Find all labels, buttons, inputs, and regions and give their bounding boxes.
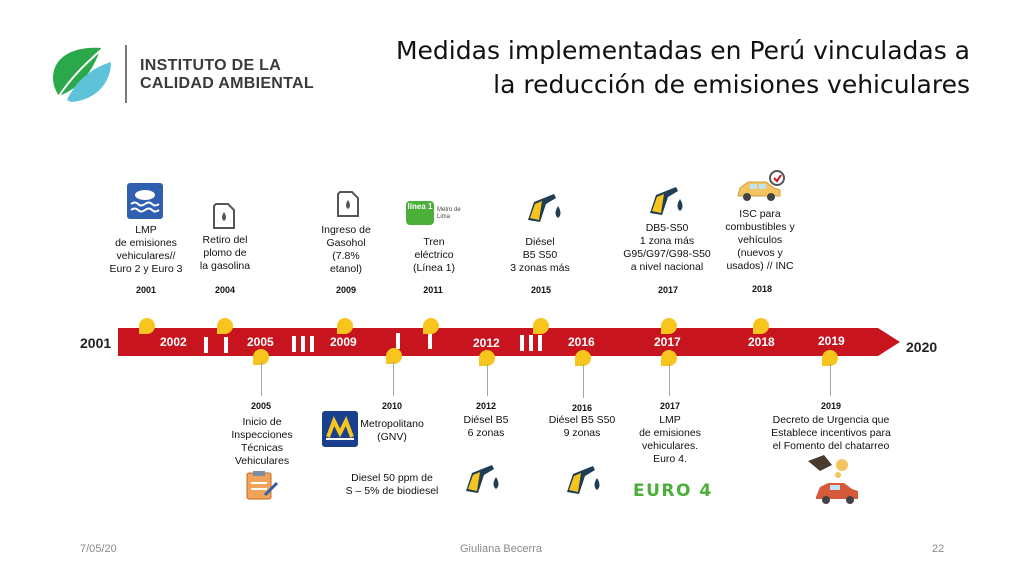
event-year: 2010 [381,401,403,411]
event-text: ISC para combustibles y vehículos (nuevo… [725,208,795,272]
inspection-clipboard-icon [246,471,279,500]
connector-line [669,364,670,396]
logo-separator [125,45,127,103]
band-year-2005: 2005 [247,335,274,349]
band-tick [520,335,524,351]
linea1-logo-sub: Metro de Lima [437,207,461,220]
footer-author: Giuliana Becerra [460,543,542,555]
event-text: Diésel B5 S50 3 zonas más [510,236,570,274]
euro4-badge: EURO 4 [633,481,713,501]
event-text-secondary: Diesel 50 ppm de S – 5% de biodiesel [345,472,439,497]
title-line2: la reducción de emisiones vehiculares [493,70,970,99]
band-tick [538,335,542,351]
event-text: Ingreso de Gasohol (7.8% etanol) [321,224,371,275]
band-year-2019: 2019 [818,334,845,348]
event-text: Retiro del plomo de la gasolina [199,234,251,272]
event-year: 2017 [659,401,681,411]
timeline-band [118,328,900,356]
metropolitano-logo [322,411,358,447]
event-text: LMP de emisiones vehiculares. Euro 4. [639,414,701,465]
event-year: 2015 [530,285,552,295]
timeline-marker [423,318,439,334]
event-year: 2001 [135,285,157,295]
band-tick [292,336,296,352]
timeline-marker [753,318,769,334]
event-year: 2004 [214,285,236,295]
timeline-marker [337,318,353,334]
linea1-logo: línea 1 Metro de Lima [406,201,474,227]
band-year-2009: 2009 [330,335,357,349]
car-icon [737,170,785,201]
logo-line2: CALIDAD AMBIENTAL [140,75,314,92]
event-text: Tren eléctrico (Línea 1) [412,236,456,274]
fuel-can-icon [337,191,359,217]
event-text: Diésel B5 6 zonas [463,414,509,439]
timeline-marker [253,349,269,365]
band-year-2017: 2017 [654,335,681,349]
car-incentive-icon [808,455,858,504]
event-year: 2019 [820,401,842,411]
band-year-2018: 2018 [748,335,775,349]
event-year: 2018 [751,284,773,294]
ica-logo-leaf-icon [53,47,111,102]
timeline-start-year: 2001 [80,335,112,351]
timeline-marker [533,318,549,334]
timeline-marker [575,350,591,366]
fuel-nozzle-icon [567,466,600,494]
event-text: DB5-S50 1 zona más G95/G97/G98-S50 a niv… [623,222,711,273]
event-year: 2017 [657,285,679,295]
event-year: 2016 [571,403,593,413]
band-tick [310,336,314,352]
metropolitano-logo-mark [326,416,354,440]
timeline-marker [661,318,677,334]
fuel-nozzle-icon [650,187,683,215]
event-text: Decreto de Urgencia que Establece incent… [771,414,891,452]
timeline-marker [217,318,233,334]
logo-line1: INSTITUTO DE LA [140,57,282,74]
water-waves-icon [127,183,163,219]
connector-line [487,364,488,396]
logo-text: INSTITUTO DE LA CALIDAD AMBIENTAL [140,57,314,93]
fuel-nozzle-icon [528,194,561,222]
connector-line [830,364,831,396]
event-text: LMP de emisiones vehiculares// Euro 2 y … [109,224,183,275]
band-tick [204,337,208,353]
timeline-marker [661,350,677,366]
fuel-can-icon [213,203,235,229]
band-year-2012: 2012 [473,336,500,350]
timeline-marker [386,348,402,364]
timeline-end-year: 2020 [906,339,938,355]
connector-line [393,362,394,396]
timeline-marker [822,350,838,366]
timeline-marker [139,318,155,334]
event-text: Inicio de Inspecciones Técnicas Vehicula… [231,416,293,467]
event-year: 2009 [335,285,357,295]
event-year: 2011 [423,285,443,295]
connector-line [261,362,262,396]
footer-page-number: 22 [932,543,945,555]
event-year: 2012 [475,401,497,411]
fuel-nozzle-icon [466,465,499,493]
page-title: Medidas implementadas en Perú vinculadas… [330,34,970,102]
band-tick [428,333,432,349]
connector-line [583,364,584,398]
title-line1: Medidas implementadas en Perú vinculadas… [395,36,970,65]
band-tick [224,337,228,353]
footer-date: 7/05/20 [80,543,117,555]
event-text: Metropolitano (GNV) [360,418,424,443]
timeline-marker [479,350,495,366]
band-year-2002: 2002 [160,335,187,349]
band-year-2016: 2016 [568,335,595,349]
event-text: Diésel B5 S50 9 zonas [548,414,616,439]
band-tick [396,333,400,349]
event-year: 2005 [250,401,272,411]
band-tick [529,335,533,351]
band-tick [301,336,305,352]
linea1-logo-badge: línea 1 [406,201,434,225]
